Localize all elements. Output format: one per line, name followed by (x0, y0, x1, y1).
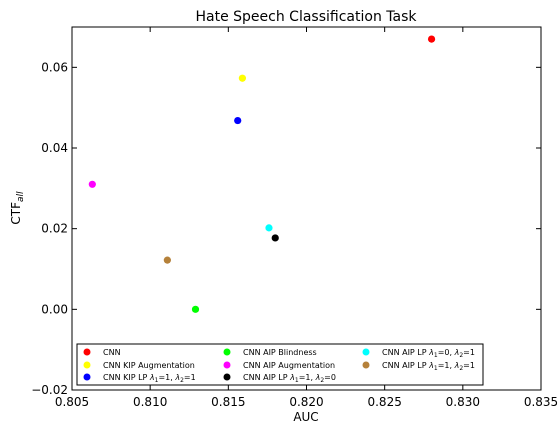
legend-entry-text-part: CNN AIP LP (243, 373, 290, 382)
x-tick-label: 0.820 (289, 395, 323, 409)
legend-entry-text-part: CNN AIP Blindness (243, 348, 317, 357)
data-point-4 (191, 305, 200, 313)
data-points (88, 35, 436, 313)
legend-entry-text-part: 1 (434, 365, 438, 372)
y-tick-label: 0.06 (41, 60, 68, 74)
legend-entry-text-part: =1 (463, 348, 475, 357)
legend-marker (83, 373, 91, 381)
x-tick-label: 0.810 (133, 395, 167, 409)
y-tick-label: 0.00 (41, 302, 68, 316)
y-axis-label: CTFall (9, 191, 26, 225)
legend-entry-text-part: =1 (463, 361, 475, 370)
data-point-3 (234, 116, 242, 125)
legend-entry-label: CNN AIP LP λ1=1, λ2=0 (243, 373, 336, 384)
legend-entry-text-part: CNN AIP LP (382, 348, 429, 357)
legend-entry-label: CNN KIP LP λ1=1, λ2=1 (103, 373, 196, 384)
data-point-2 (238, 74, 247, 82)
x-axis-label: AUC (293, 410, 318, 423)
legend-entry-text-part: λ (454, 348, 460, 357)
legend-entry-text-part: 1 (295, 377, 299, 384)
data-point-1 (427, 35, 436, 43)
legend-entry-text-part: CNN KIP Augmentation (103, 361, 195, 370)
legend-entry-label: CNN AIP LP λ1=0, λ2=1 (382, 348, 475, 359)
legend-entry-text-part: =0 (324, 373, 336, 382)
legend-entry-text-part: λ (428, 348, 434, 357)
chart-title: Hate Speech Classification Task (196, 9, 418, 25)
y-axis-label-subscript: all (16, 191, 26, 202)
legend-marker (83, 361, 91, 369)
x-tick-label: 0.830 (446, 395, 480, 409)
legend-entry-text-part: λ (289, 373, 295, 382)
x-tick-label: 0.825 (367, 395, 401, 409)
y-tick-label: −0.02 (31, 383, 68, 397)
axis-ticks: 0.805 0.810 0.815 0.820 0.825 0.830 0.835 −0.02… (31, 27, 558, 409)
legend-box (76, 343, 484, 386)
legend-marker (362, 348, 370, 356)
legend-entry-text-part: λ (174, 373, 180, 382)
legend-entry-text-part: =1, (438, 361, 455, 370)
legend-marker (223, 373, 231, 381)
legend-entry-text-part: CNN AIP LP (382, 361, 429, 370)
legend-entry-text-part: λ (428, 361, 434, 370)
legend-marker (362, 361, 370, 369)
legend-entry-text-part: =1 (184, 373, 196, 382)
y-tick-label: 0.02 (41, 222, 68, 236)
legend-entry-text-part: 2 (459, 352, 463, 359)
legend-entry-label: CNN AIP Blindness (243, 348, 317, 357)
legend-entry-label: CNN KIP Augmentation (103, 361, 195, 370)
legend-marker (223, 361, 231, 369)
legend-entry-text-part: 1 (155, 377, 159, 384)
legend-entry-text-part: λ (315, 373, 321, 382)
y-axis-label-main: CTF (9, 202, 23, 225)
legend-entry-text-part: λ (454, 361, 460, 370)
data-point-8 (163, 256, 171, 264)
legend-entry-text-part: =0, (438, 348, 455, 357)
legend-entry-text-part: CNN KIP LP (103, 373, 150, 382)
x-tick-label: 0.815 (211, 395, 245, 409)
legend-entry-label: CNN (103, 348, 121, 357)
legend-entry-label: CNN AIP LP λ1=1, λ2=1 (382, 361, 475, 372)
legend-entry-text-part: =1, (158, 373, 175, 382)
x-tick-label: 0.835 (524, 395, 558, 409)
data-point-5 (88, 180, 96, 188)
y-tick-label: 0.04 (41, 141, 68, 155)
x-tick-label: 0.805 (55, 395, 89, 409)
data-point-6 (271, 234, 279, 242)
legend-entry-text-part: 1 (434, 352, 438, 359)
legend-marker (83, 348, 91, 356)
legend-marker (223, 348, 231, 356)
legend-entry-text-part: CNN (103, 348, 121, 357)
legend-entry-text-part: 2 (180, 377, 184, 384)
legend-entry-label: CNN AIP Augmentation (243, 361, 335, 370)
legend-entry-text-part: 2 (459, 365, 463, 372)
legend-entry-text-part: CNN AIP Augmentation (243, 361, 335, 370)
legend-entry-text-part: λ (149, 373, 155, 382)
data-point-7 (265, 224, 273, 232)
legend-entry-text-part: 2 (320, 377, 324, 384)
legend-entry-text-part: =1, (299, 373, 316, 382)
